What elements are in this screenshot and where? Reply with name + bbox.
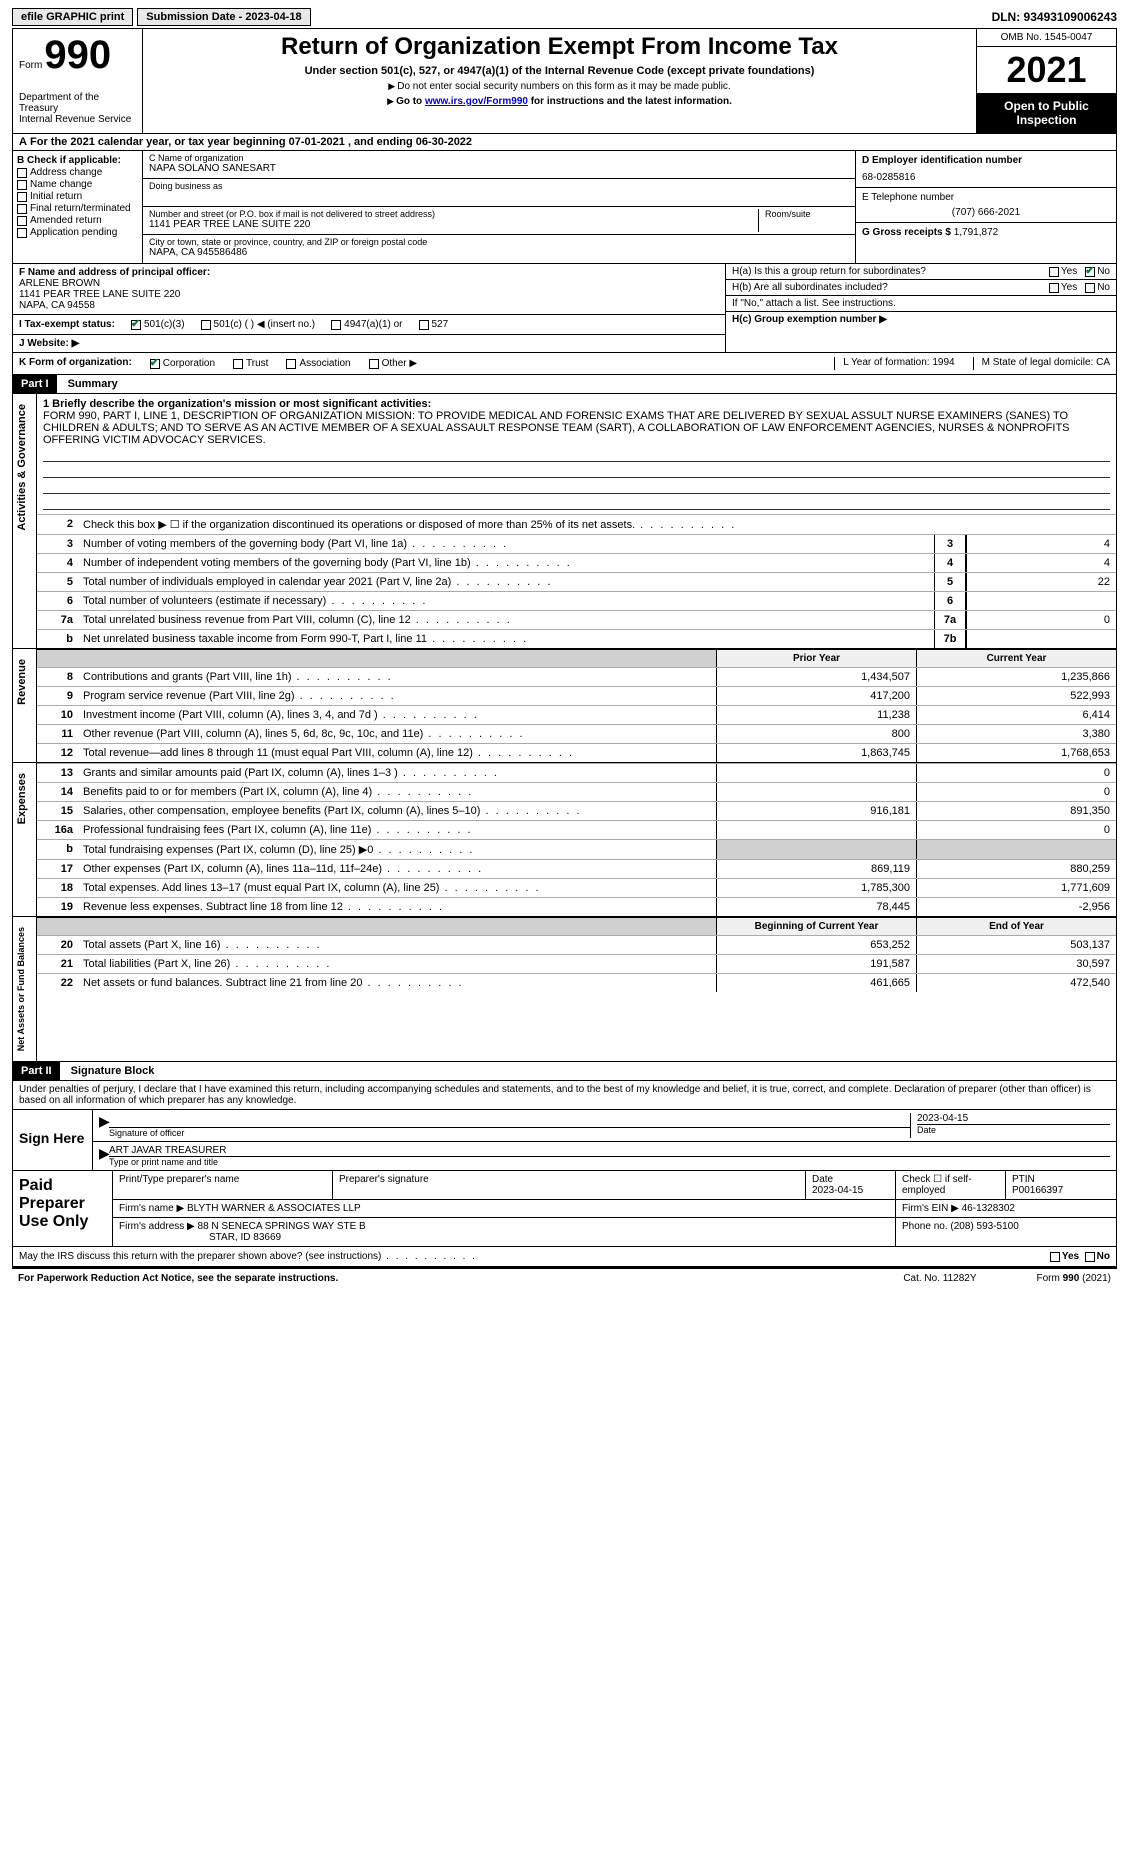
topbar: efile GRAPHIC print Submission Date - 20…: [12, 8, 1117, 26]
org-city: NAPA, CA 945586486: [149, 247, 849, 258]
form-footer: Form 990 (2021): [1037, 1273, 1111, 1284]
efile-print-button[interactable]: efile GRAPHIC print: [12, 8, 133, 26]
note-ssn: Do not enter social security numbers on …: [397, 81, 730, 92]
officer-print-name: ART JAVAR TREASURER: [109, 1145, 1110, 1156]
mission-text: FORM 990, PART I, LINE 1, DESCRIPTION OF…: [43, 410, 1110, 446]
sign-date: 2023-04-15: [917, 1113, 1110, 1124]
col-b-checkboxes: B Check if applicable: Address changeNam…: [13, 151, 143, 263]
penalty-text: Under penalties of perjury, I declare th…: [12, 1081, 1117, 1110]
irs-link[interactable]: www.irs.gov/Form990: [425, 96, 528, 107]
catalog-number: Cat. No. 11282Y: [903, 1273, 976, 1284]
activities-governance-label: Activities & Governance: [13, 394, 31, 541]
org-name: NAPA SOLANO SANESART: [149, 163, 849, 174]
public-inspection: Open to Public Inspection: [977, 93, 1116, 133]
row-a-period: A For the 2021 calendar year, or tax yea…: [12, 134, 1117, 151]
preparer-date: 2023-04-15: [812, 1185, 863, 1196]
form-word: Form: [19, 60, 42, 71]
corp-checkbox[interactable]: [150, 359, 160, 369]
form-subtitle: Under section 501(c), 527, or 4947(a)(1)…: [153, 65, 966, 77]
submission-date: Submission Date - 2023-04-18: [137, 8, 310, 26]
firm-ein: 46-1328302: [962, 1203, 1015, 1214]
paperwork-notice: For Paperwork Reduction Act Notice, see …: [18, 1273, 338, 1284]
org-street: 1141 PEAR TREE LANE SUITE 220: [149, 219, 752, 230]
omb-number: OMB No. 1545-0047: [977, 29, 1116, 47]
officer-name: ARLENE BROWN: [19, 278, 719, 289]
expenses-label: Expenses: [13, 763, 31, 834]
net-assets-label: Net Assets or Fund Balances: [13, 917, 29, 1061]
tax-year: 2021: [977, 47, 1116, 93]
firm-phone: (208) 593-5100: [950, 1221, 1018, 1232]
dln-number: DLN: 93493109006243: [992, 10, 1117, 24]
irs-label: Internal Revenue Service: [19, 114, 136, 125]
state-domicile: M State of legal domicile: CA: [973, 357, 1110, 370]
form-number: 990: [44, 33, 111, 78]
form-title: Return of Organization Exempt From Incom…: [153, 33, 966, 61]
telephone-value: (707) 666-2021: [862, 207, 1110, 218]
501c3-checkbox[interactable]: [131, 320, 141, 330]
year-formation: L Year of formation: 1994: [834, 357, 954, 370]
firm-name: BLYTH WARNER & ASSOCIATES LLP: [187, 1203, 361, 1214]
dept-treasury: Department of the Treasury: [19, 92, 136, 114]
ein-value: 68-0285816: [862, 172, 1110, 183]
ha-no-checkbox[interactable]: [1085, 267, 1095, 277]
gross-receipts: 1,791,872: [954, 227, 999, 238]
revenue-label: Revenue: [13, 649, 31, 715]
part2-header: Part II: [13, 1062, 60, 1080]
ptin-value: P00166397: [1012, 1185, 1063, 1196]
part1-header: Part I: [13, 375, 57, 393]
form-header: Form 990 Department of the Treasury Inte…: [12, 28, 1117, 134]
